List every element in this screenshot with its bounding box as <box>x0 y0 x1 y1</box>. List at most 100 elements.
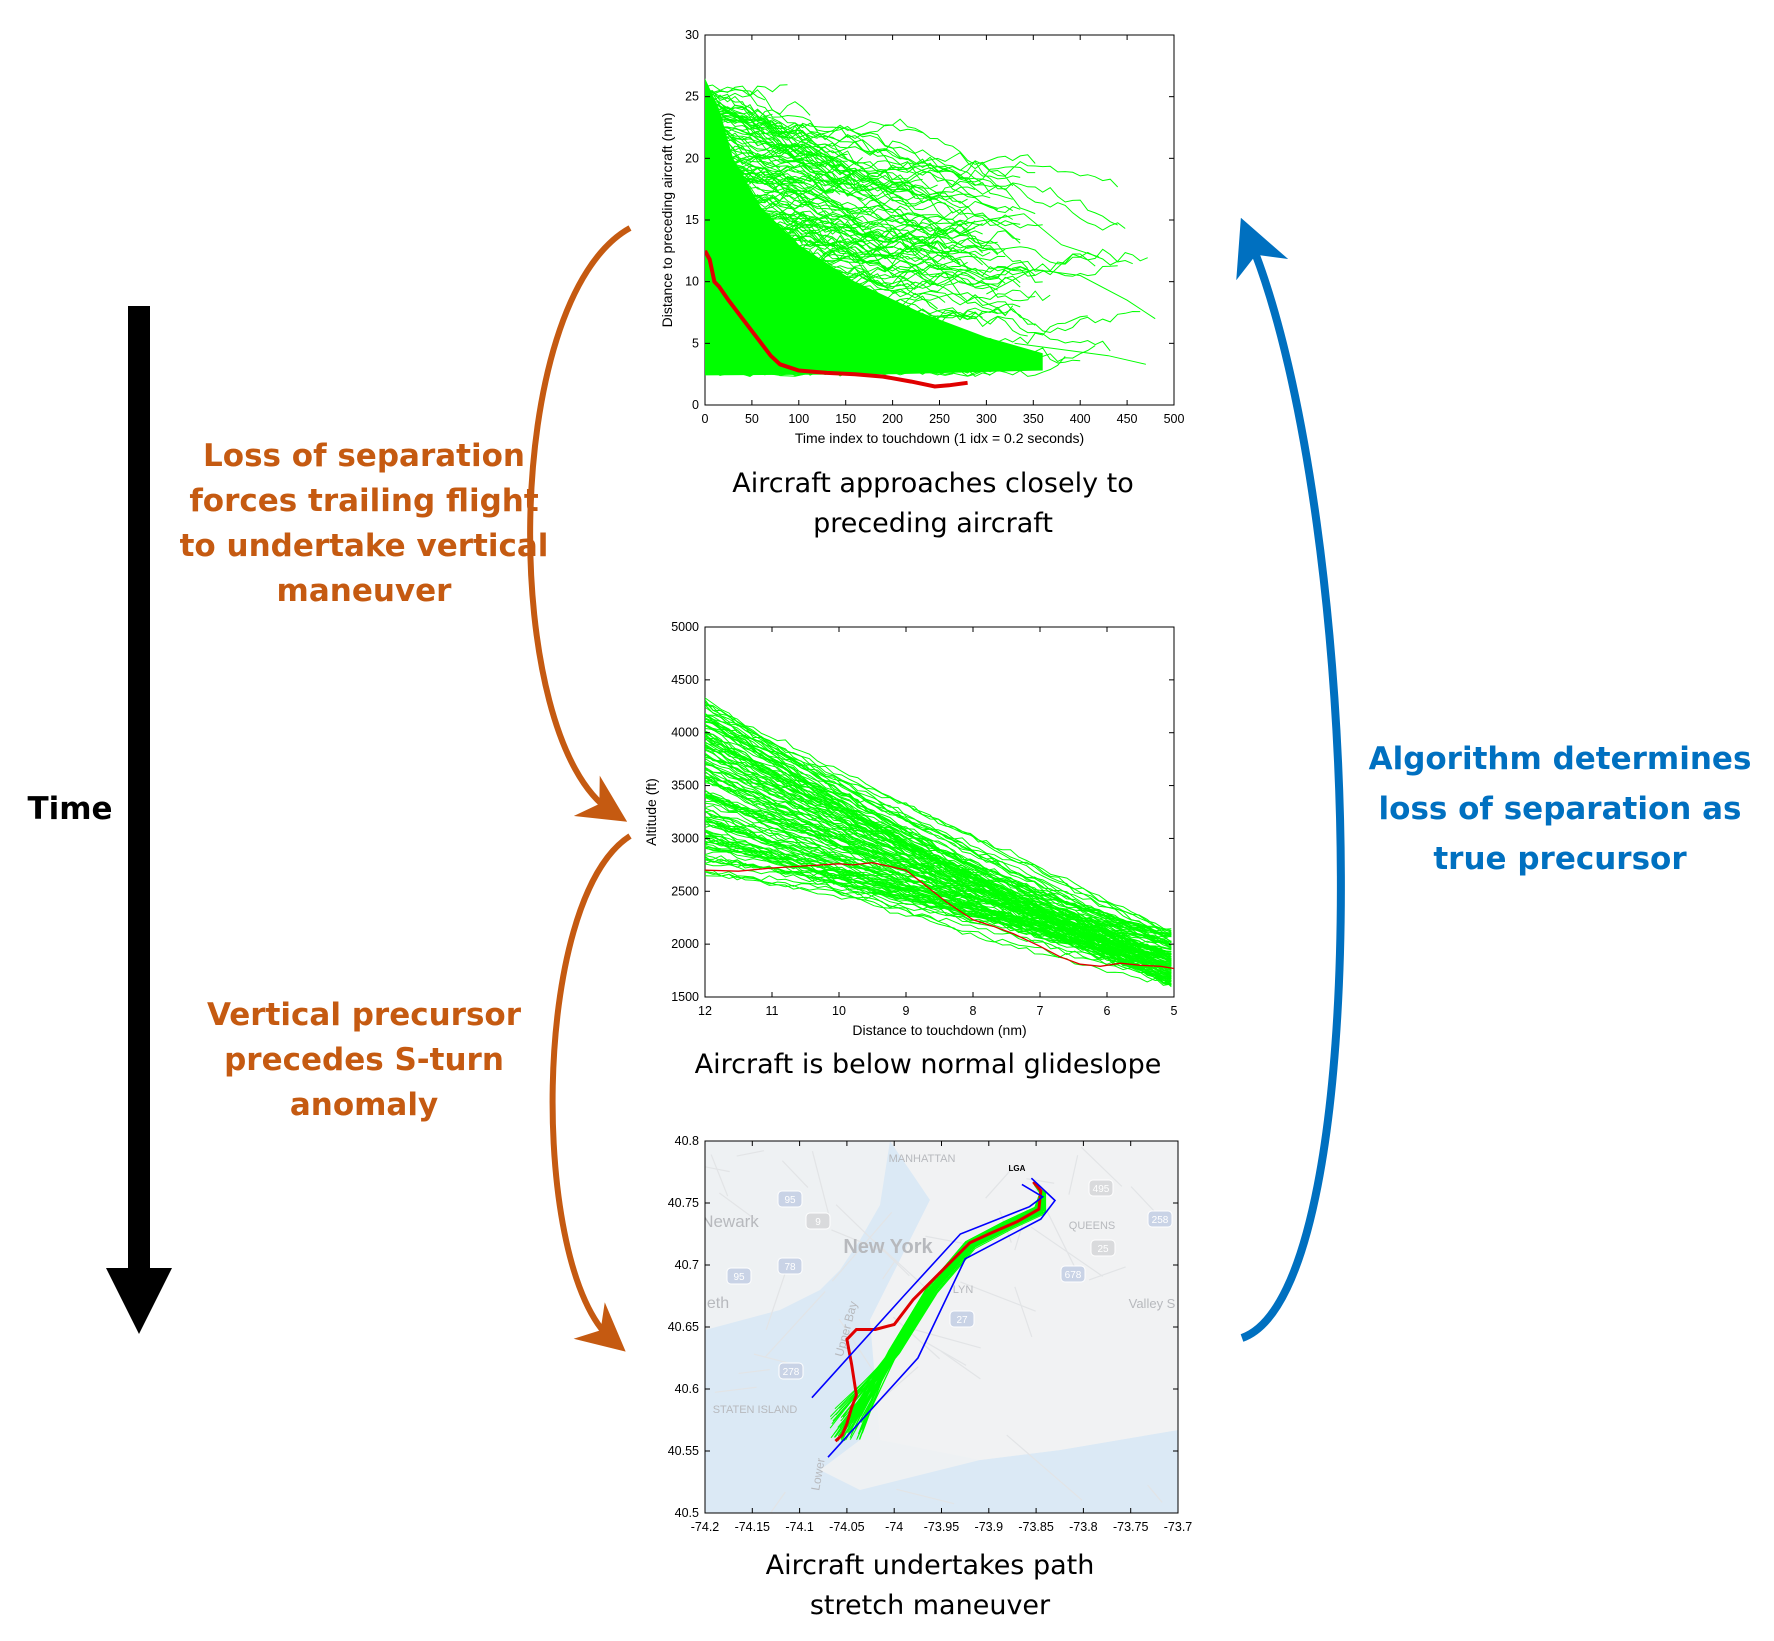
svg-text:95: 95 <box>733 1272 745 1283</box>
trajectory-line <box>705 86 811 116</box>
map-road <box>892 1316 941 1360</box>
trajectory-line <box>705 873 1172 978</box>
trajectory-line <box>705 216 916 290</box>
trajectory-line <box>705 204 893 259</box>
map-road <box>753 1353 790 1364</box>
map-place-label: eth <box>707 1295 729 1312</box>
trajectory-line <box>705 260 1006 342</box>
x-axis-label: Distance to touchdown (nm) <box>852 1022 1026 1038</box>
svg-text:95: 95 <box>784 1195 796 1206</box>
trajectory-line <box>705 792 1172 957</box>
x-tick-label: -74.15 <box>735 1520 770 1534</box>
trajectory-line <box>705 122 856 187</box>
trajectory-line <box>705 110 983 184</box>
map-road <box>882 1259 897 1280</box>
x-tick-label: -74.2 <box>691 1520 720 1534</box>
y-tick-label: 15 <box>685 213 699 227</box>
map-road <box>985 1165 1015 1199</box>
x-tick-label: 100 <box>788 412 809 426</box>
x-tick-label: 9 <box>903 1004 910 1018</box>
y-tick-label: 2000 <box>671 937 699 951</box>
map-road <box>738 1369 770 1375</box>
left-bottom-label-line: Vertical precursor <box>207 997 522 1033</box>
trajectory-line <box>705 851 1172 960</box>
svg-text:678: 678 <box>1065 1270 1082 1281</box>
trajectory-line <box>705 109 1013 200</box>
trajectory-line <box>705 166 923 212</box>
svg-text:9: 9 <box>815 1217 821 1228</box>
trajectory-line <box>705 819 1172 934</box>
trajectory-line <box>705 224 1029 269</box>
map-road <box>960 1281 1036 1312</box>
x-tick-label: 150 <box>835 412 856 426</box>
y-tick-label: 40.6 <box>675 1382 699 1396</box>
trajectory-line <box>705 295 983 375</box>
trajectory-line <box>705 322 818 350</box>
trajectory-line <box>705 789 1172 974</box>
map-road <box>872 1239 933 1295</box>
trajectory-line <box>705 835 1172 969</box>
trajectory-line <box>705 174 953 227</box>
x-tick-label: 50 <box>745 412 759 426</box>
map-road <box>1147 1484 1163 1503</box>
svg-text:27: 27 <box>956 1315 968 1326</box>
trajectory-line <box>705 84 788 99</box>
x-tick-label: 8 <box>970 1004 977 1018</box>
water-area <box>705 1141 1178 1513</box>
highway-shield-icon: 258 <box>1147 1210 1173 1228</box>
y-tick-label: 0 <box>692 398 699 412</box>
y-tick-label: 30 <box>685 28 699 42</box>
trajectory-line <box>705 771 1172 980</box>
trajectory-line <box>1014 342 1147 365</box>
trajectory-line <box>705 285 879 310</box>
trajectory-line <box>705 331 781 347</box>
caption-chart1: Aircraft approaches closely to preceding … <box>732 468 1134 539</box>
trajectory-line <box>705 289 1036 335</box>
highway-shield-icon: 95 <box>777 1190 803 1208</box>
orange-arrow-top <box>527 225 632 822</box>
trajectory-line <box>705 248 1133 293</box>
left-top-label-line: maneuver <box>277 573 453 609</box>
map-road <box>811 1151 830 1215</box>
highway-shield-icon: 95 <box>726 1267 752 1285</box>
trajectory-line <box>705 243 871 276</box>
caption-chart1-line: Aircraft approaches closely to <box>732 468 1134 499</box>
trajectory-line <box>705 161 983 235</box>
map-road <box>838 1318 879 1378</box>
highlight-trajectory <box>705 862 1174 970</box>
trajectory-line <box>705 835 1172 938</box>
y-tick-label: 40.8 <box>675 1134 699 1148</box>
corridor-boundary <box>827 1177 1057 1458</box>
trajectory-line <box>705 121 1036 180</box>
caption-chart3-line: Aircraft undertakes path <box>766 1550 1095 1581</box>
trajectory-line <box>705 264 1028 287</box>
trajectory-line <box>705 292 938 320</box>
trajectory-line <box>705 350 819 375</box>
map-road <box>1030 1226 1104 1277</box>
x-tick-label: 0 <box>702 412 709 426</box>
map-road <box>1088 1266 1126 1281</box>
y-tick-label: 20 <box>685 151 699 165</box>
y-tick-label: 40.75 <box>668 1196 699 1210</box>
left-bottom-label: Vertical precursor precedes S-turn anomaly <box>207 997 522 1123</box>
x-tick-label: 500 <box>1164 412 1185 426</box>
right-label-line: true precursor <box>1433 841 1687 877</box>
map-road <box>710 1154 729 1197</box>
trajectory-line <box>705 106 1021 227</box>
highway-shield-icon: 27 <box>949 1310 975 1328</box>
highway-shield-icon: 678 <box>1060 1265 1086 1283</box>
x-tick-label: -74 <box>885 1520 903 1534</box>
svg-text:495: 495 <box>1093 1184 1110 1195</box>
trajectory-line <box>705 221 1021 288</box>
y-tick-label: 3500 <box>671 779 699 793</box>
trajectory-line <box>705 125 878 183</box>
trajectory-line <box>705 137 976 231</box>
trajectory-line <box>705 211 841 261</box>
trajectory-line <box>705 304 886 332</box>
y-axis-label: Altitude (ft) <box>643 778 659 846</box>
y-tick-label: 5 <box>692 336 699 350</box>
caption-chart1-line: preceding aircraft <box>813 508 1053 539</box>
trajectory-line <box>705 724 1172 931</box>
map-road <box>925 1235 968 1245</box>
time-arrow <box>106 306 172 1334</box>
